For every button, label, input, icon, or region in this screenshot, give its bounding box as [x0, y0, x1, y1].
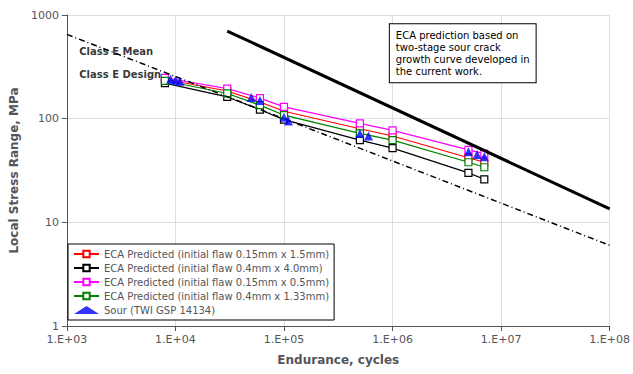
svg-text:1.E+04: 1.E+04 — [155, 333, 196, 346]
svg-text:Class E Design: Class E Design — [79, 69, 161, 80]
svg-text:1.E+08: 1.E+08 — [589, 333, 630, 346]
svg-text:1.E+06: 1.E+06 — [372, 333, 413, 346]
svg-text:ECA Predicted (initial flaw 0.: ECA Predicted (initial flaw 0.4mm x 1.33… — [104, 291, 329, 302]
svg-text:Endurance, cycles: Endurance, cycles — [277, 353, 399, 367]
svg-text:10: 10 — [45, 216, 59, 229]
svg-text:ECA prediction based on: ECA prediction based on — [396, 30, 518, 41]
svg-text:100: 100 — [38, 112, 59, 125]
svg-text:1.E+03: 1.E+03 — [47, 333, 88, 346]
svg-text:the current work.: the current work. — [396, 66, 482, 77]
svg-text:1.E+05: 1.E+05 — [264, 333, 305, 346]
svg-text:1.E+07: 1.E+07 — [481, 333, 522, 346]
svg-text:Class E Mean: Class E Mean — [79, 46, 153, 57]
svg-text:Sour (TWI GSP 14134): Sour (TWI GSP 14134) — [104, 305, 215, 316]
svg-text:ECA Predicted (initial flaw 0.: ECA Predicted (initial flaw 0.4mm x 4.0m… — [104, 263, 323, 274]
svg-text:growth curve developed in: growth curve developed in — [396, 54, 530, 65]
svg-text:ECA Predicted (initial flaw 0.: ECA Predicted (initial flaw 0.15mm x 1.5… — [104, 249, 329, 260]
svg-text:1: 1 — [52, 320, 59, 333]
svg-text:1000: 1000 — [31, 9, 59, 22]
svg-text:Local Stress Range, MPa: Local Stress Range, MPa — [7, 87, 21, 253]
svg-text:two-stage sour crack: two-stage sour crack — [396, 42, 501, 53]
svg-text:ECA Predicted (initial flaw 0.: ECA Predicted (initial flaw 0.15mm x 0.5… — [104, 277, 329, 288]
